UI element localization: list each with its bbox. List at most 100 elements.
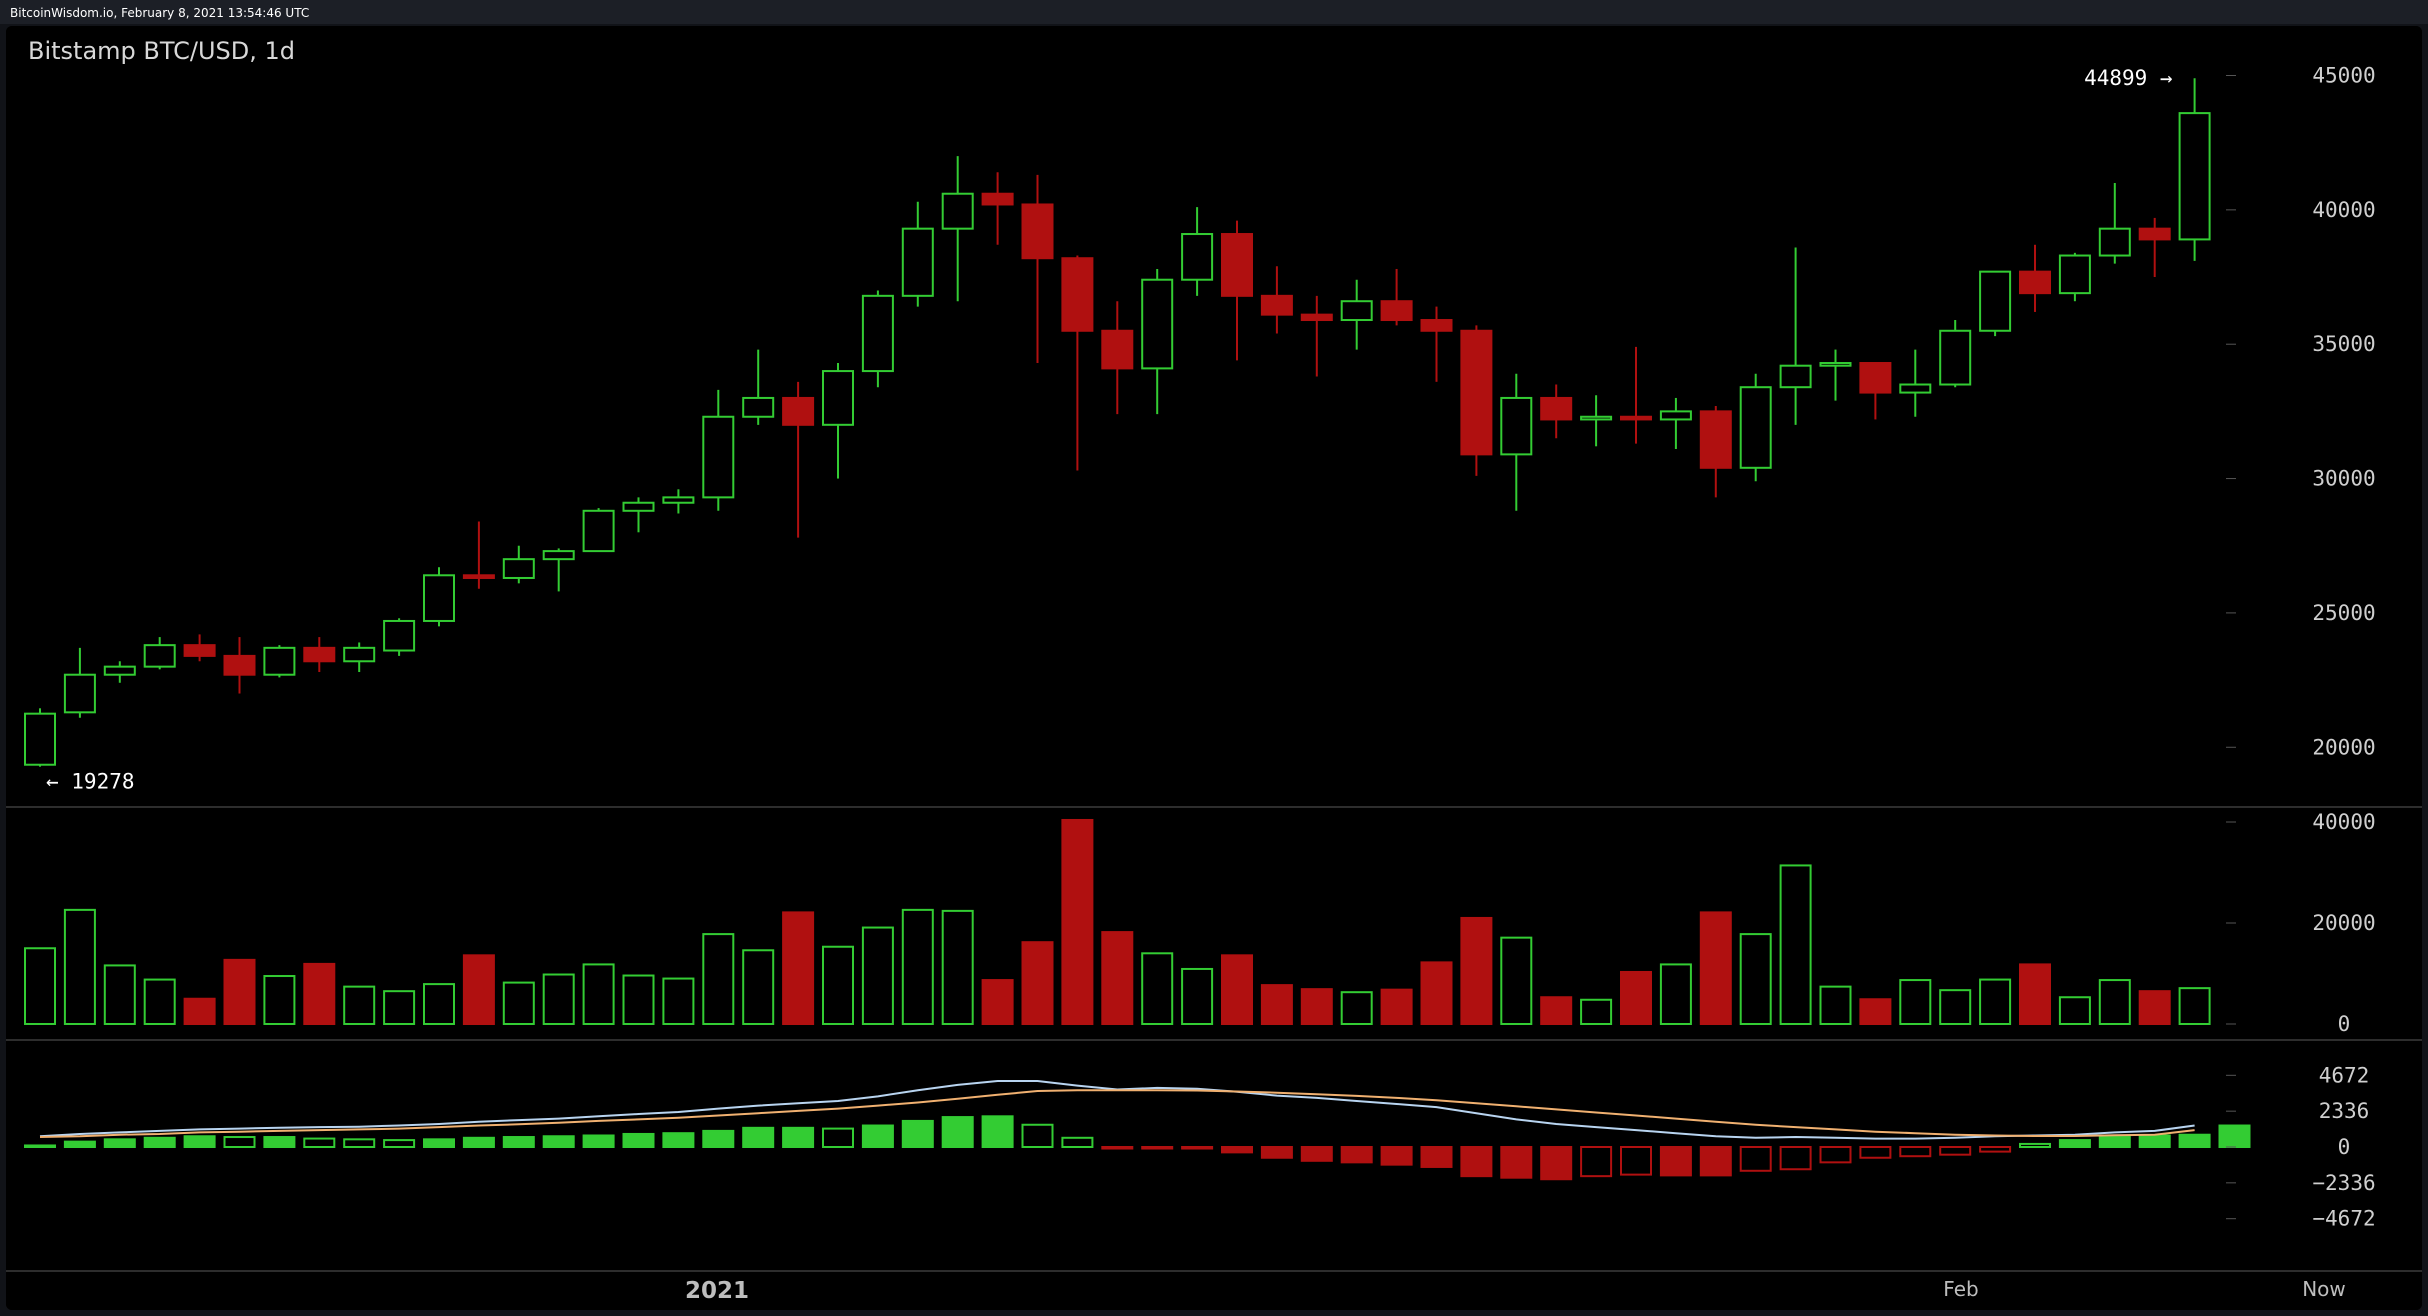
macd-histogram-bar: [263, 1136, 296, 1149]
candle-body: [1659, 410, 1692, 421]
macd-histogram-bar: [1659, 1146, 1692, 1177]
volume-series: [24, 818, 2211, 1026]
candle: [183, 634, 216, 662]
candle-body: [542, 550, 575, 561]
chart-canvas[interactable]: Bitstamp BTC/USD, 1d 20000 25000 30000 3500…: [6, 26, 2422, 1310]
axis-tick-label: 40000: [2312, 810, 2375, 834]
chart-panel[interactable]: Bitstamp BTC/USD, 1d 20000 25000 30000 3500…: [6, 26, 2422, 1310]
macd-histogram-bar: [1540, 1146, 1573, 1181]
axis-tick-label: 30000: [2312, 467, 2375, 491]
candle-body: [1620, 415, 1652, 421]
candle: [1420, 306, 1453, 382]
candle-body: [702, 415, 735, 499]
macd-histogram-bar: [901, 1119, 934, 1149]
volume-bar: [901, 908, 934, 1025]
macd-histogram-bar: [1141, 1146, 1174, 1150]
volume-bar: [622, 974, 655, 1026]
macd-histogram-bar: [782, 1126, 815, 1149]
macd-histogram-bar: [423, 1138, 455, 1149]
candle-body: [2138, 227, 2171, 241]
volume-bar: [1620, 970, 1652, 1025]
volume-bar: [981, 979, 1014, 1026]
volume-bar: [822, 945, 854, 1025]
candle: [143, 637, 176, 670]
candle: [1540, 384, 1573, 439]
high-price-label: 44899 →: [2084, 66, 2173, 90]
macd-histogram-bar: [2218, 1124, 2251, 1148]
volume-bar: [2058, 996, 2091, 1025]
macd-histogram-bar: [2098, 1136, 2131, 1149]
volume-bar: [1939, 989, 1972, 1025]
candle-body: [622, 501, 655, 512]
macd-histogram-bar: [1580, 1146, 1613, 1178]
volume-bar: [782, 911, 815, 1026]
candle: [1739, 373, 1772, 482]
volume-bar: [1580, 998, 1613, 1026]
candle-body: [1021, 203, 1054, 260]
candle: [1300, 295, 1333, 377]
candle-body: [462, 574, 495, 579]
candle: [103, 661, 136, 683]
candle: [861, 290, 894, 388]
volume-bar: [1141, 952, 1174, 1025]
axis-tick-label: −2336: [2312, 1171, 2375, 1195]
candle-body: [1181, 233, 1214, 281]
candle: [1620, 346, 1652, 444]
macd-histogram-bar: [742, 1126, 775, 1149]
macd-histogram-bar: [1300, 1146, 1333, 1162]
macd-histogram-bar: [542, 1135, 575, 1149]
timestamp-header: BitcoinWisdom.io, February 8, 2021 13:54…: [10, 6, 310, 20]
candle-body: [742, 396, 775, 418]
volume-bar: [24, 947, 56, 1025]
candle-body: [1141, 278, 1174, 370]
macd-histogram-bar: [383, 1139, 416, 1149]
volume-bar: [662, 977, 695, 1025]
volume-bar: [2138, 990, 2171, 1025]
candle: [1021, 174, 1054, 364]
candle: [2138, 217, 2171, 278]
volume-bar: [1380, 988, 1413, 1025]
volume-bar: [303, 962, 336, 1026]
macd-histogram-bar: [1739, 1146, 1772, 1172]
candle-body: [1779, 364, 1812, 389]
candle-body: [1221, 233, 1253, 297]
volume-bar: [1300, 988, 1333, 1026]
candle: [1939, 320, 1972, 388]
volume-bar: [183, 997, 216, 1025]
candle-body: [383, 619, 416, 652]
macd-histogram-bar: [183, 1135, 216, 1149]
candle: [462, 521, 495, 589]
volume-bar: [343, 985, 376, 1026]
macd-histogram-bar: [223, 1136, 256, 1149]
candle-body: [981, 192, 1014, 206]
candle-body: [822, 370, 854, 426]
macd-histogram-bar: [1101, 1146, 1134, 1150]
candle: [1779, 247, 1812, 425]
candle: [383, 618, 416, 656]
macd-histogram-bar: [2178, 1133, 2211, 1148]
axis-tick-label: 4672: [2319, 1063, 2370, 1087]
candle: [1061, 255, 1094, 471]
candle: [223, 637, 256, 694]
volume-bar: [63, 908, 96, 1025]
volume-bar: [1659, 963, 1692, 1025]
axis-tick-label: 0: [2338, 1135, 2351, 1159]
axis-tick-label: 2336: [2319, 1099, 2370, 1123]
candle: [2058, 252, 2091, 302]
candle-body: [2019, 270, 2051, 295]
macd-histogram-bar: [1420, 1146, 1453, 1168]
candle-body: [662, 496, 695, 504]
candle-body: [1540, 396, 1573, 421]
macd-histogram-bar: [1859, 1146, 1892, 1159]
candle-body: [2058, 254, 2091, 295]
candle: [1859, 362, 1892, 420]
candle-body: [63, 673, 96, 714]
candle: [1181, 207, 1214, 296]
volume-bar: [223, 958, 256, 1025]
month-label: Feb: [1943, 1277, 1978, 1301]
candle-body: [103, 665, 136, 676]
candle: [702, 389, 735, 511]
candle-body: [1899, 383, 1932, 394]
volume-bar: [861, 926, 894, 1025]
candle: [502, 545, 535, 584]
